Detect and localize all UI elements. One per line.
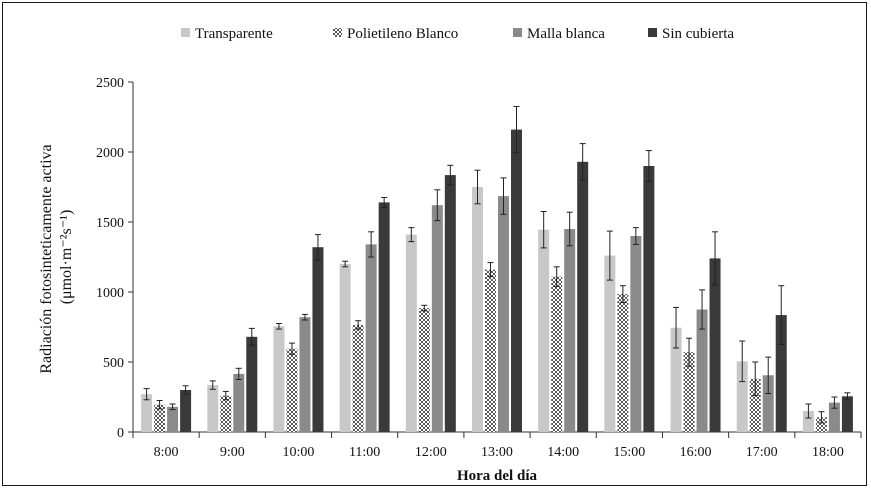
bar xyxy=(683,352,695,432)
bar xyxy=(405,234,417,432)
legend-swatch xyxy=(333,28,342,37)
x-axis: 8:00 9:00 10:00 11:00 12:00 13:00 14:00 15:00 16… xyxy=(132,431,862,460)
y-axis: 0 500 1000 1500 2000 2500 xyxy=(96,76,134,441)
bar xyxy=(286,348,298,432)
legend-swatch xyxy=(513,28,522,37)
bar xyxy=(418,308,430,432)
y-axis-label: Radiación fotosinteticamente activa (μmo… xyxy=(38,140,75,373)
bar xyxy=(233,373,245,432)
x-tick-label: 16:00 xyxy=(680,445,712,460)
bar xyxy=(273,326,285,432)
bar xyxy=(643,166,655,432)
legend-swatch xyxy=(181,28,190,37)
x-tick-label: 10:00 xyxy=(283,445,315,460)
bar xyxy=(815,417,827,432)
legend: Transparente Polietileno Blanco Malla blan… xyxy=(181,26,734,42)
bar xyxy=(220,395,232,432)
bar xyxy=(141,394,153,432)
bar-chart: Transparente Polietileno Blanco Malla blan… xyxy=(38,26,862,484)
y-tick-label: 1000 xyxy=(96,286,124,301)
x-tick-label: 14:00 xyxy=(547,445,579,460)
bar xyxy=(498,196,509,432)
bar xyxy=(246,336,258,432)
x-tick-label: 15:00 xyxy=(613,445,645,460)
bars xyxy=(141,106,853,433)
bar xyxy=(167,406,179,432)
bar xyxy=(630,236,642,432)
x-tick-label: 9:00 xyxy=(220,445,245,460)
bar xyxy=(828,402,840,432)
bar xyxy=(180,390,192,432)
bar xyxy=(749,378,761,432)
bar xyxy=(378,202,390,432)
bar xyxy=(762,375,774,432)
bar xyxy=(444,175,456,432)
bar xyxy=(511,129,522,432)
y-tick-label: 1500 xyxy=(96,216,124,231)
bar xyxy=(670,327,682,432)
y-tick-label: 0 xyxy=(117,426,124,441)
y-axis-label-line2: (μmol·m⁻²s⁻¹) xyxy=(58,210,75,305)
y-tick-label: 2000 xyxy=(96,146,124,161)
x-tick-label: 8:00 xyxy=(154,445,179,460)
bar xyxy=(551,276,563,432)
bar xyxy=(709,258,721,432)
bar xyxy=(339,264,351,432)
legend-label: Transparente xyxy=(195,26,273,42)
x-axis-label: Hora del día xyxy=(457,468,538,484)
bar xyxy=(472,187,483,432)
legend-label: Malla blanca xyxy=(527,26,605,42)
bar xyxy=(736,361,748,432)
bar xyxy=(802,411,814,432)
x-tick-label: 11:00 xyxy=(349,445,380,460)
bar xyxy=(617,294,629,432)
bar xyxy=(352,324,364,432)
bar xyxy=(775,315,787,432)
bar xyxy=(299,317,311,432)
bar xyxy=(604,255,616,432)
bar xyxy=(485,269,496,432)
bar xyxy=(841,396,853,432)
y-tick-label: 2500 xyxy=(96,76,124,91)
bar xyxy=(577,161,589,433)
legend-swatch xyxy=(648,28,657,37)
x-tick-label: 18:00 xyxy=(812,445,844,460)
y-tick-label: 500 xyxy=(103,356,124,371)
bar xyxy=(154,404,166,432)
x-tick-label: 17:00 xyxy=(746,445,778,460)
y-axis-label-line1: Radiación fotosinteticamente activa xyxy=(38,144,55,373)
legend-label: Polietileno Blanco xyxy=(347,26,458,42)
x-tick-label: 13:00 xyxy=(481,445,513,460)
bar xyxy=(564,229,576,432)
bar xyxy=(696,309,708,432)
legend-label: Sin cubierta xyxy=(662,26,734,42)
bar xyxy=(431,205,443,432)
bar xyxy=(365,244,377,432)
bar xyxy=(207,385,219,432)
x-tick-label: 12:00 xyxy=(415,445,447,460)
bar xyxy=(538,229,550,432)
bar xyxy=(312,247,324,432)
